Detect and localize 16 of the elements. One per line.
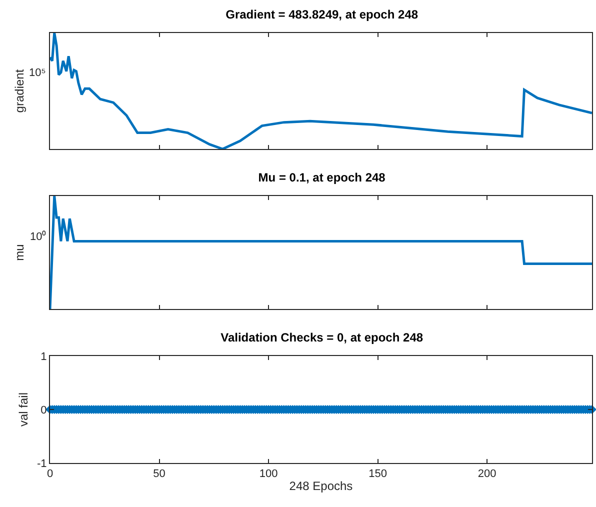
y-tick-label: 0 bbox=[40, 404, 47, 416]
y-axis-title: mu bbox=[12, 244, 26, 261]
y-tick-label: -1 bbox=[37, 458, 47, 470]
x-tick-label: 100 bbox=[259, 468, 278, 480]
x-axis-title: 248 Epochs bbox=[289, 479, 353, 494]
chart-title: Mu = 0.1, at epoch 248 bbox=[258, 170, 386, 184]
y-axis-title: gradient bbox=[12, 68, 26, 113]
text: 10⁰ bbox=[30, 230, 46, 243]
chart-title: Validation Checks = 0, at epoch 248 bbox=[220, 330, 424, 344]
y-tick-label: 1 bbox=[40, 350, 47, 363]
x-tick-label: 150 bbox=[368, 468, 387, 480]
y-axis-title: val fail bbox=[16, 392, 30, 427]
x-tick-label: 50 bbox=[153, 468, 166, 480]
text: 10⁵ bbox=[29, 67, 46, 79]
chart-title: Gradient = 483.8249, at epoch 248 bbox=[226, 7, 418, 22]
x-tick-label: 200 bbox=[478, 468, 496, 480]
